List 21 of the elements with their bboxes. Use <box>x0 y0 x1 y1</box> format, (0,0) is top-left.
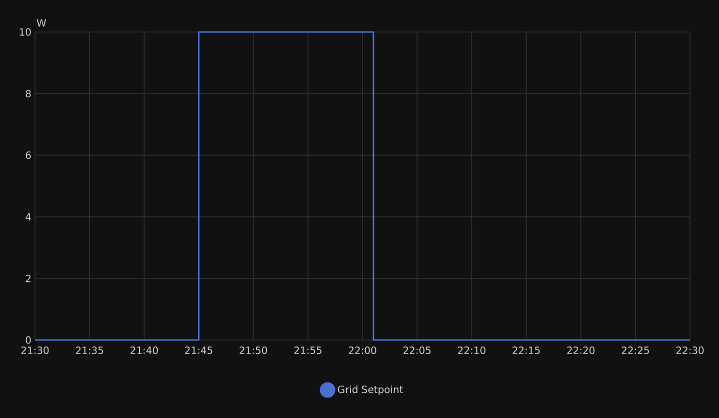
y-tick-label: 2 <box>26 274 30 282</box>
y-tick-label: 4 <box>26 213 31 220</box>
y-tick-label: 0 <box>26 336 31 344</box>
x-tick-label: 22:15 <box>512 346 540 354</box>
x-tick-label: 21:40 <box>130 346 158 354</box>
y-axis-title: W <box>36 19 46 26</box>
x-tick-label: 22:25 <box>622 346 649 354</box>
x-tick-label: 22:20 <box>567 346 595 354</box>
legend-label: Grid Setpoint <box>338 385 403 396</box>
x-tick-label: 21:35 <box>76 346 104 354</box>
x-tick-label: 22:00 <box>348 346 376 354</box>
x-tick-label: 21:50 <box>240 346 268 354</box>
x-tick-label: 22:30 <box>676 346 704 354</box>
x-tick-label: 22:10 <box>458 346 486 354</box>
y-tick-label: 10 <box>20 28 31 36</box>
y-tick-label: 8 <box>26 90 31 98</box>
x-tick-label: 21:30 <box>21 346 49 354</box>
x-tick-label: 22:05 <box>403 346 431 354</box>
x-tick-label: 21:45 <box>185 346 212 354</box>
y-tick-label: 6 <box>26 151 31 159</box>
x-tick-label: 21:55 <box>294 346 322 354</box>
